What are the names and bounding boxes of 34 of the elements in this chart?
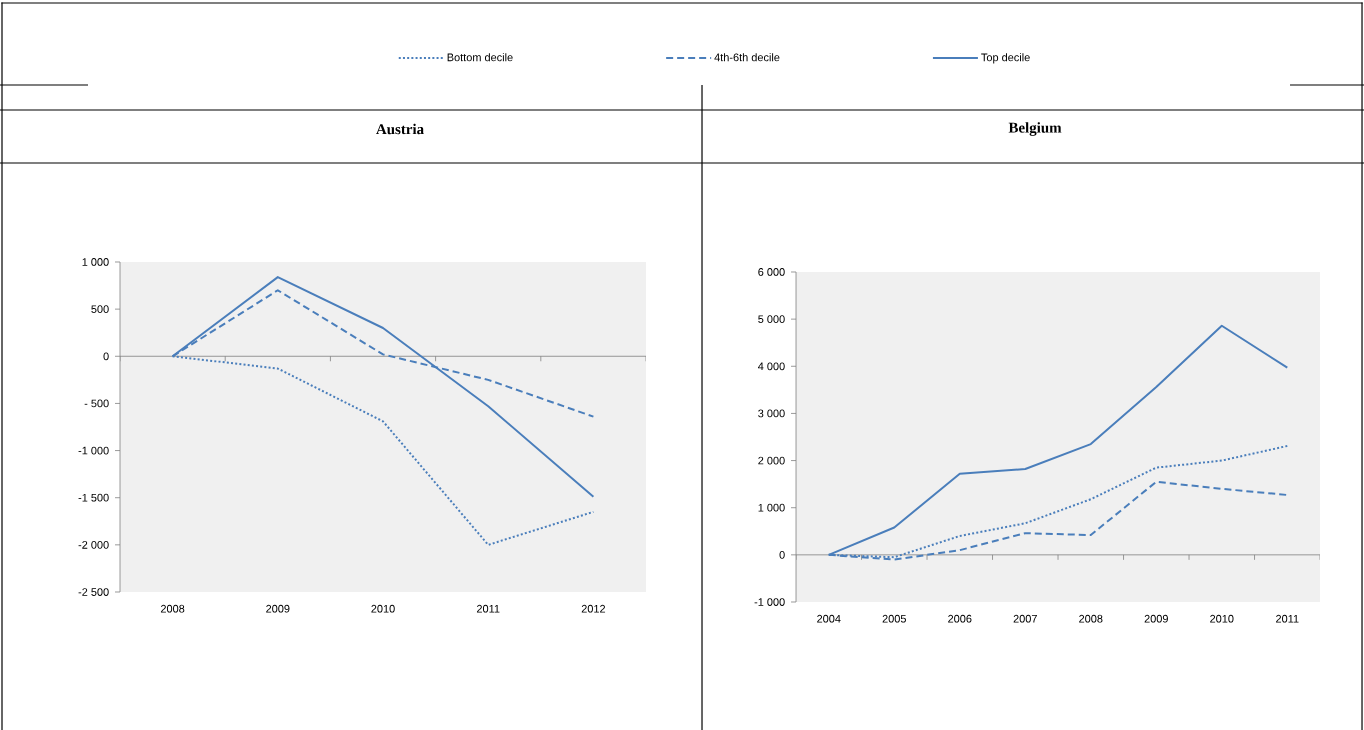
y-tick-label: 1 000 [82, 258, 109, 266]
y-tick-label: 0 [103, 352, 109, 361]
x-tick-label: 2004 [817, 614, 841, 623]
x-tick-label: 2009 [1144, 614, 1168, 623]
x-tick-label: 2010 [1210, 614, 1234, 623]
x-tick-label: 2008 [1079, 614, 1103, 623]
y-tick-label: -1 500 [78, 493, 109, 502]
y-tick-label: -2 000 [78, 540, 109, 549]
y-tick-label: 0 [779, 550, 785, 559]
x-tick-label: 2009 [266, 604, 290, 613]
y-tick-label: -1 000 [754, 598, 785, 606]
y-tick-label: - 500 [84, 399, 109, 408]
x-tick-label: 2008 [160, 604, 185, 613]
y-tick-label: -1 000 [78, 446, 109, 455]
legend-label: 4th-6th decile [714, 53, 780, 62]
x-tick-label: 2012 [581, 604, 606, 613]
y-tick-label: 5 000 [758, 315, 785, 324]
x-tick-label: 2006 [948, 614, 972, 623]
y-tick-label: 2 000 [758, 456, 785, 465]
y-tick-label: -2 500 [78, 588, 109, 596]
y-tick-label: 6 000 [758, 268, 785, 276]
x-tick-label: 2010 [371, 604, 395, 613]
x-tick-label: 2005 [882, 614, 906, 623]
legend-label: Top decile [981, 53, 1030, 64]
legend-label: Bottom decile [447, 53, 513, 62]
chart-title: Belgium [1008, 122, 1062, 136]
x-tick-label: 2007 [1013, 614, 1037, 623]
x-tick-label: 2011 [1276, 614, 1299, 623]
chart-title: Austria [376, 123, 424, 135]
y-tick-label: 4 000 [757, 362, 785, 371]
y-tick-label: 500 [91, 305, 109, 314]
y-tick-label: 1 000 [758, 503, 785, 512]
x-tick-label: 2011 [476, 604, 500, 613]
y-tick-label: 3 000 [758, 409, 785, 418]
